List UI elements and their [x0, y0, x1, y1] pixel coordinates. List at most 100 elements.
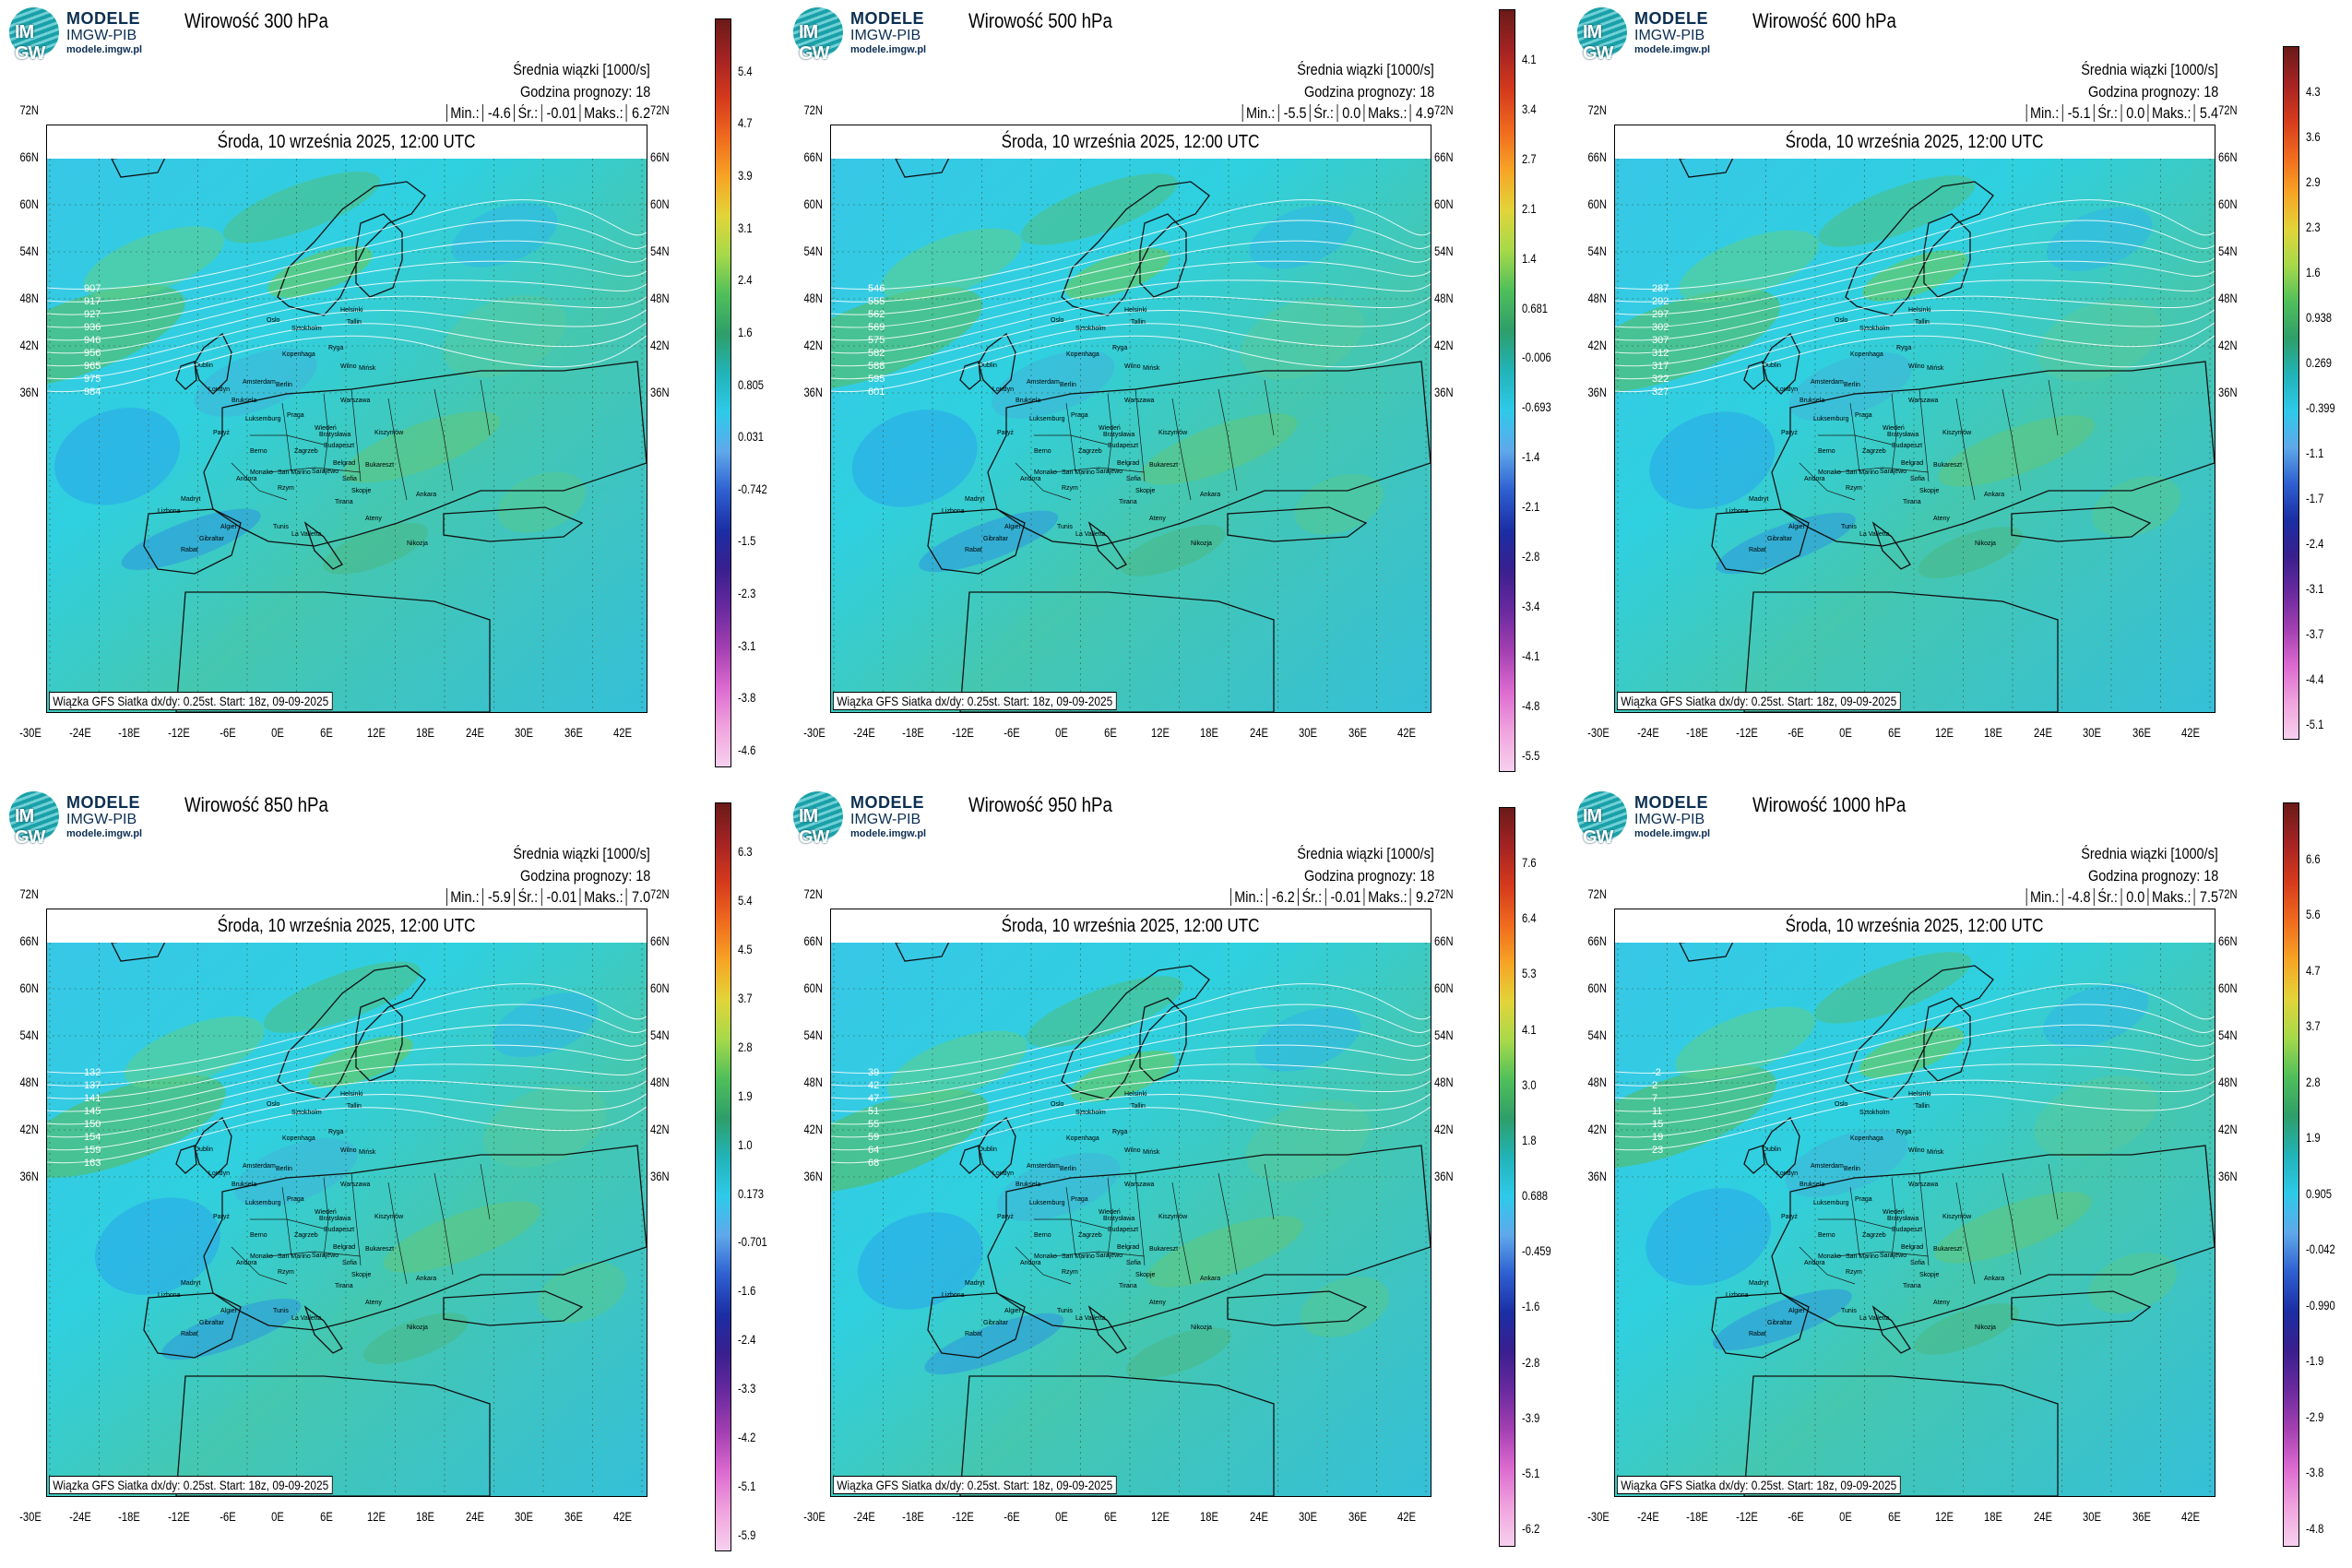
contour-label: 137: [84, 1080, 101, 1091]
latitude-label: 60N: [1587, 196, 1607, 211]
coastline: [959, 361, 981, 390]
map-frame: Środa, 10 września 2025, 12:00 UTC 907 917…: [46, 125, 647, 713]
city-label: Londyn: [208, 386, 230, 393]
colorbar-tick-label: -1.9: [2306, 1353, 2324, 1369]
city-label: Warszawa: [1908, 398, 1939, 404]
city-label: Berlin: [1060, 1166, 1076, 1172]
logo-subtitle: IMGW-PIB: [66, 812, 137, 827]
colorbar: [1499, 9, 1515, 772]
longitude-label: -30E: [803, 1509, 826, 1524]
stat-mean-label: Śr.:: [1309, 104, 1338, 122]
latitude-label: 60N: [1434, 980, 1454, 995]
longitude-label: -24E: [68, 725, 91, 740]
longitude-label: -6E: [1788, 1509, 1804, 1524]
city-label: Tallin: [347, 319, 362, 326]
city-label: Tunis: [1841, 524, 1857, 530]
longitude-label: -18E: [118, 1509, 140, 1524]
country-border: [1264, 379, 1275, 436]
longitude-label: 30E: [1299, 1509, 1317, 1524]
longitude-label: -30E: [1587, 1509, 1610, 1524]
city-label: Oslo: [1835, 1101, 1848, 1108]
map-frame: Środa, 10 września 2025, 12:00 UTC 546 555…: [830, 125, 1431, 713]
contour-line: [47, 220, 647, 303]
city-label: Wiedeń: [1099, 425, 1121, 432]
longitude-label: 24E: [2033, 725, 2052, 740]
city-label: Mińsk: [1143, 365, 1160, 372]
stat-min-label: Min.:: [1229, 888, 1267, 906]
country-border: [323, 393, 329, 473]
city-label: Andora: [1804, 1260, 1825, 1266]
city-label: Dublin: [195, 1146, 213, 1153]
stat-mean: -0.01: [1330, 888, 1361, 906]
coastline: [111, 943, 166, 962]
colorbar: [715, 18, 731, 767]
contour-label: 946: [84, 335, 101, 346]
colorbar-tick-label: -1.6: [738, 1283, 756, 1299]
contour-line: [47, 983, 647, 1075]
city-label: Rabat: [181, 547, 198, 553]
country-border: [1134, 388, 1146, 482]
colorbar-tick-label: 1.9: [2306, 1130, 2321, 1146]
city-label: Rzym: [1062, 1269, 1078, 1276]
contour-line: [831, 1106, 1431, 1164]
city-label: Belgrad: [1901, 1244, 1923, 1251]
colorbar-tick-label: 0.173: [738, 1185, 765, 1201]
contour-line: [1615, 199, 2215, 291]
city-label: Ateny: [365, 516, 382, 522]
latitude-label: 42N: [1587, 1122, 1607, 1136]
latitude-label: 72N: [19, 886, 39, 901]
contour-label: 555: [868, 296, 885, 307]
city-label: Warszawa: [1124, 1182, 1155, 1188]
colorbar-tick-label: 2.1: [1522, 200, 1537, 216]
city-label: Budapeszt: [1108, 443, 1138, 449]
map-frame: Środa, 10 września 2025, 12:00 UTC -2 2 7 11…: [1614, 909, 2215, 1497]
vorticity-field: [121, 508, 261, 570]
map-panel: IM GW MODELE IMGW-PIB modele.imgw.pl Wirowoś…: [784, 0, 1568, 784]
longitude-label: -6E: [220, 1509, 236, 1524]
colorbar: [2283, 46, 2299, 740]
city-label: Warszawa: [1124, 398, 1155, 404]
contour-line: [1615, 1079, 2215, 1138]
vorticity-field: [323, 522, 428, 575]
longitude-label: 36E: [1348, 725, 1367, 740]
latitude-label: 72N: [1434, 102, 1454, 117]
colorbar-tick-label: -1.7: [2306, 491, 2324, 506]
forecast-date: Środa, 10 września 2025, 12:00 UTC: [1786, 916, 2044, 936]
colorbar-tick-label: -2.4: [2306, 536, 2324, 552]
colorbar-tick-label: -0.042: [2306, 1241, 2335, 1257]
colorbar-tick-label: 1.6: [2306, 265, 2321, 280]
city-label: Rzym: [1062, 485, 1078, 492]
longitude-label: 24E: [465, 1509, 484, 1524]
city-label: Oslo: [267, 1101, 280, 1108]
vorticity-field: [1712, 1289, 1852, 1351]
vorticity-field: [1785, 1128, 1908, 1197]
forecast-hour: Godzina prognozy: 18: [519, 83, 650, 101]
city-label: Berlin: [1844, 1166, 1860, 1172]
city-label: Bratysława: [1103, 1216, 1134, 1222]
vorticity-field: [831, 287, 983, 390]
coastline: [277, 181, 426, 316]
city-label: Lizbona: [1726, 1292, 1749, 1299]
city-label: Paryż: [213, 1214, 230, 1220]
city-label: Mińsk: [1927, 1149, 1944, 1156]
vorticity-field: [496, 471, 587, 533]
city-label: Ryga: [1896, 345, 1911, 351]
country-border: [1015, 462, 1072, 501]
colorbar-tick-label: -5.9: [738, 1527, 756, 1543]
contour-label: 975: [84, 374, 101, 385]
country-border: [1015, 1246, 1072, 1285]
contour-label: 307: [1652, 335, 1669, 346]
stat-min: -5.1: [2067, 104, 2091, 122]
city-label: Gibraltar: [1767, 1320, 1793, 1326]
longitude-label: 12E: [1934, 725, 1954, 740]
latitude-label: 36N: [1587, 385, 1607, 399]
city-label: Bukareszt: [1933, 462, 1962, 469]
logo-emblem: IM GW: [1577, 7, 1627, 64]
longitude-label: 24E: [1249, 1509, 1268, 1524]
latitude-label: 66N: [19, 933, 39, 948]
longitude-label: 42E: [2181, 1509, 2200, 1524]
coastline: [203, 361, 647, 547]
latitude-label: 36N: [19, 385, 39, 399]
longitude-label: -6E: [1788, 725, 1804, 740]
coastline: [303, 521, 343, 570]
